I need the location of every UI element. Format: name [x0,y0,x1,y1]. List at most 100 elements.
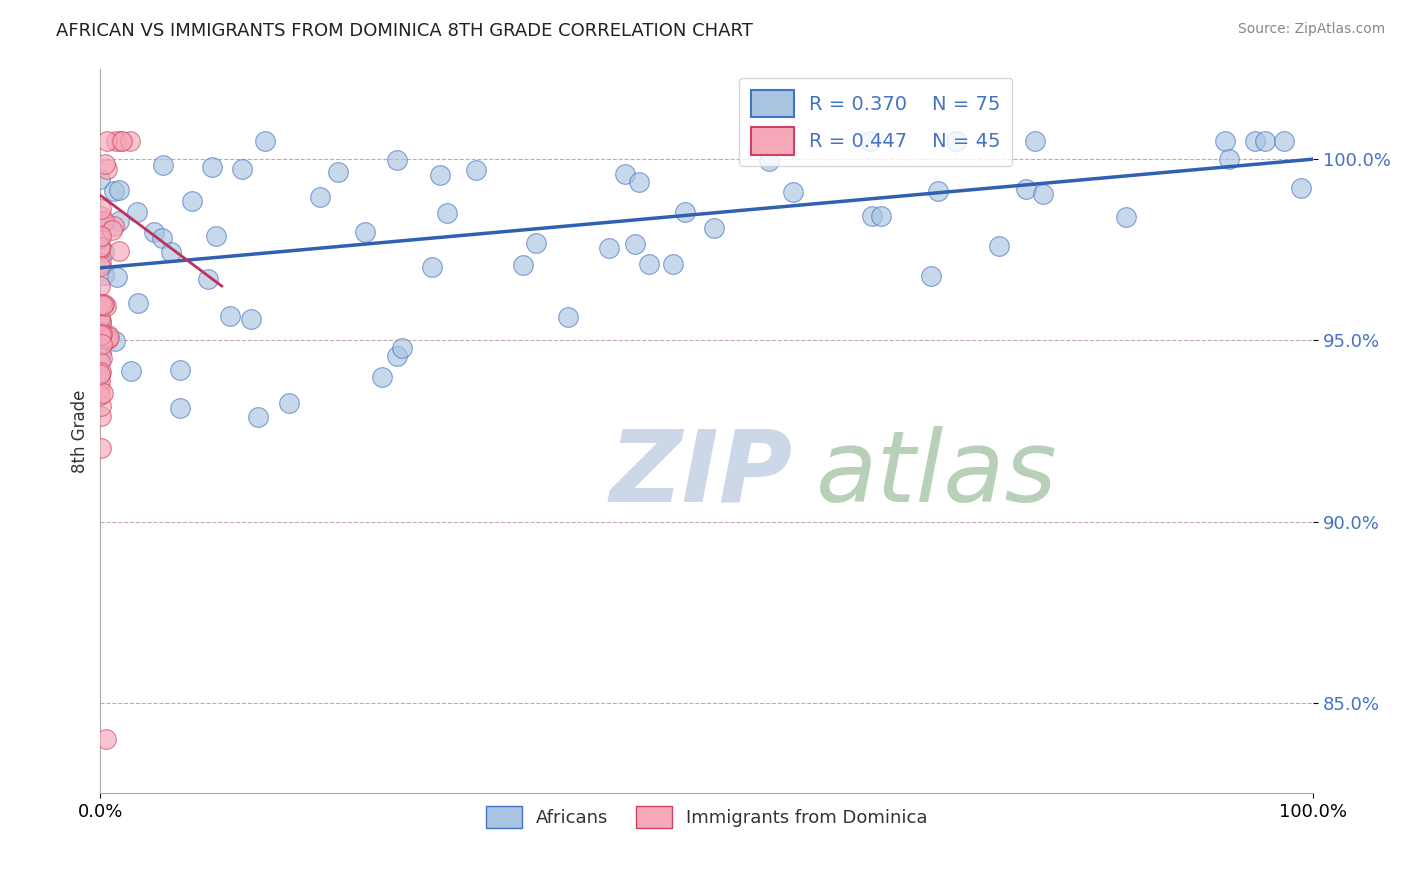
Point [169,401,191,416]
Point [96,134,118,148]
Text: AFRICAN VS IMMIGRANTS FROM DOMINICA 8TH GRADE CORRELATION CHART: AFRICAN VS IMMIGRANTS FROM DOMINICA 8TH … [56,22,754,40]
Point [197,272,219,286]
Point [869,209,891,223]
Point [89,223,111,237]
Point [127,295,149,310]
Point [90,229,112,244]
Text: Source: ZipAtlas.com: Source: ZipAtlas.com [1237,22,1385,37]
Point [125,204,148,219]
Point [96,162,118,177]
Point [89,310,111,325]
Point [89,259,111,273]
Point [90,202,112,216]
Point [703,221,725,235]
Point [90,328,112,343]
Point [120,364,142,378]
Legend: Africans, Immigrants from Dominica: Africans, Immigrants from Dominica [478,798,935,835]
Point [91,326,114,340]
Point [91,385,114,400]
Point [90,399,112,413]
Point [782,185,804,199]
Point [90,365,112,379]
Point [927,184,949,198]
Point [614,167,637,181]
Point [623,236,645,251]
Point [920,269,942,284]
Point [143,225,166,239]
Point [308,190,330,204]
Point [107,183,129,197]
Point [91,326,114,341]
Point [429,168,451,182]
Point [97,332,120,346]
Point [1031,186,1053,201]
Point [89,231,111,245]
Point [464,162,486,177]
Point [97,327,120,342]
Point [1015,182,1038,196]
Point [93,268,115,282]
Point [120,134,142,148]
Point [391,341,413,355]
Point [1213,134,1236,148]
Point [93,214,115,228]
Point [385,153,408,168]
Point [90,297,112,311]
Point [110,134,132,148]
Point [89,240,111,254]
Point [945,134,967,148]
Point [90,214,112,228]
Point [107,244,129,259]
Point [512,258,534,272]
Point [253,134,276,148]
Point [240,311,263,326]
Point [93,297,115,311]
Point [105,134,128,148]
Point [1289,181,1312,195]
Point [160,245,183,260]
Point [91,351,114,365]
Point [96,731,118,746]
Point [90,256,112,270]
Point [89,388,111,402]
Point [90,441,112,455]
Point [524,235,547,250]
Point [662,257,685,271]
Point [181,194,204,209]
Point [98,330,121,344]
Y-axis label: 8th Grade: 8th Grade [72,389,89,473]
Point [638,257,661,271]
Point [860,209,883,223]
Point [1253,134,1275,148]
Point [1024,134,1046,148]
Point [231,161,253,176]
Point [328,164,350,178]
Point [1115,211,1137,225]
Point [1272,134,1295,148]
Point [93,157,115,171]
Point [89,355,111,369]
Point [103,219,125,233]
Point [94,300,117,314]
Point [987,239,1010,253]
Point [91,298,114,312]
Text: ZIP: ZIP [610,425,793,523]
Point [1243,134,1265,148]
Point [278,396,301,410]
Point [219,309,242,323]
Point [103,184,125,198]
Point [111,135,134,149]
Point [93,245,115,260]
Point [90,326,112,340]
Point [89,172,111,186]
Point [598,241,620,255]
Point [420,260,443,274]
Point [371,369,394,384]
Point [628,175,651,189]
Point [90,317,112,331]
Point [105,269,128,284]
Point [557,310,579,324]
Point [89,367,111,381]
Point [90,297,112,311]
Point [1218,152,1240,166]
